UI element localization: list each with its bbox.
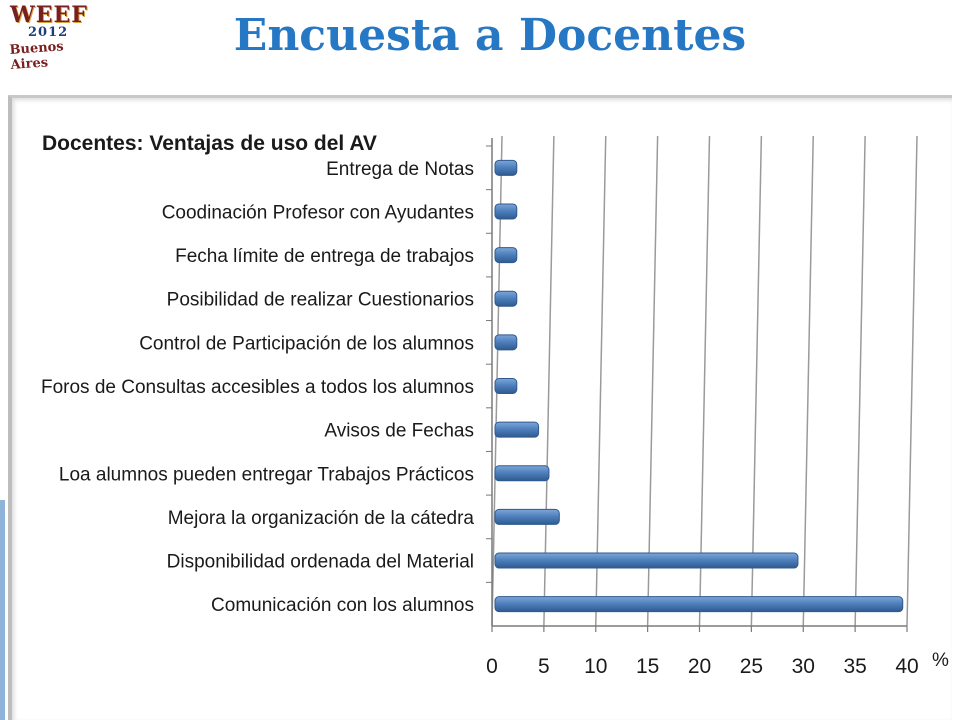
bar-8 [494, 290, 518, 307]
bars [494, 159, 904, 613]
bar-9 [494, 247, 518, 264]
bar-5 [494, 421, 540, 438]
logo-text-year: 2012 [28, 25, 69, 40]
gridline-20 [698, 135, 711, 627]
x-tick-label-30: 30 [792, 655, 815, 678]
x-tick-label-15: 15 [636, 655, 659, 678]
x-unit-label: % [932, 650, 949, 671]
category-label-8: Posibilidad de realizar Cuestionarios [167, 290, 474, 311]
category-labels: Comunicación con los alumnos Disponibilid… [41, 159, 474, 616]
bar-3 [494, 508, 560, 525]
category-label-11: Entrega de Notas [326, 159, 474, 180]
category-label-9: Fecha límite de entrega de trabajos [175, 246, 474, 267]
x-tick-label-40: 40 [895, 655, 918, 678]
gridline-15 [646, 135, 659, 627]
grid [491, 135, 918, 627]
x-tick-label-0: 0 [486, 655, 498, 678]
axes [486, 138, 908, 632]
gridline-5 [543, 135, 555, 627]
bar-10 [494, 203, 518, 220]
x-tick-label-20: 20 [688, 655, 711, 678]
category-label-3: Mejora la organización de la cátedra [168, 508, 475, 529]
gridline-30 [802, 135, 814, 627]
weef-logo: WEEF 2012 Buenos Aires [0, 0, 96, 73]
x-tick-label-5: 5 [538, 655, 550, 678]
category-label-10: Coodinación Profesor con Ayudantes [162, 202, 474, 223]
x-tick-label-35: 35 [843, 655, 866, 678]
bar-4 [494, 465, 550, 482]
bar-2 [494, 552, 799, 569]
x-tick-labels: 0 5 10 15 20 25 30 35 40 [486, 655, 919, 678]
category-label-4: Loa alumnos pueden entregar Trabajos Prá… [59, 464, 474, 485]
gridline-10 [595, 135, 607, 627]
gridline-40 [906, 135, 918, 627]
category-label-7: Control de Participación de los alumnos [139, 333, 474, 354]
bar-7 [494, 334, 518, 351]
bar-chart: Docentes: Ventajas de uso del AV Comunic… [41, 132, 949, 678]
category-label-1: Comunicación con los alumnos [211, 595, 474, 616]
gridline-35 [854, 135, 866, 627]
bar-1 [494, 596, 904, 613]
bar-6 [494, 378, 518, 394]
bar-11 [494, 159, 518, 176]
category-label-5: Avisos de Fechas [324, 421, 474, 442]
x-tick-label-10: 10 [584, 655, 607, 678]
category-label-6: Foros de Consultas accesibles a todos lo… [41, 377, 474, 398]
logo-text-weef: WEEF [10, 2, 88, 28]
chart-frame: Docentes: Ventajas de uso del AV Comunic… [8, 95, 952, 720]
x-tick-label-25: 25 [740, 655, 763, 678]
category-label-2: Disponibilidad ordenada del Material [167, 552, 474, 573]
slide-title: Encuesta a Docentes [233, 10, 747, 61]
gridline-25 [750, 135, 763, 627]
chart-title: Docentes: Ventajas de uso del AV [42, 132, 377, 155]
left-accent-bar [0, 500, 5, 720]
